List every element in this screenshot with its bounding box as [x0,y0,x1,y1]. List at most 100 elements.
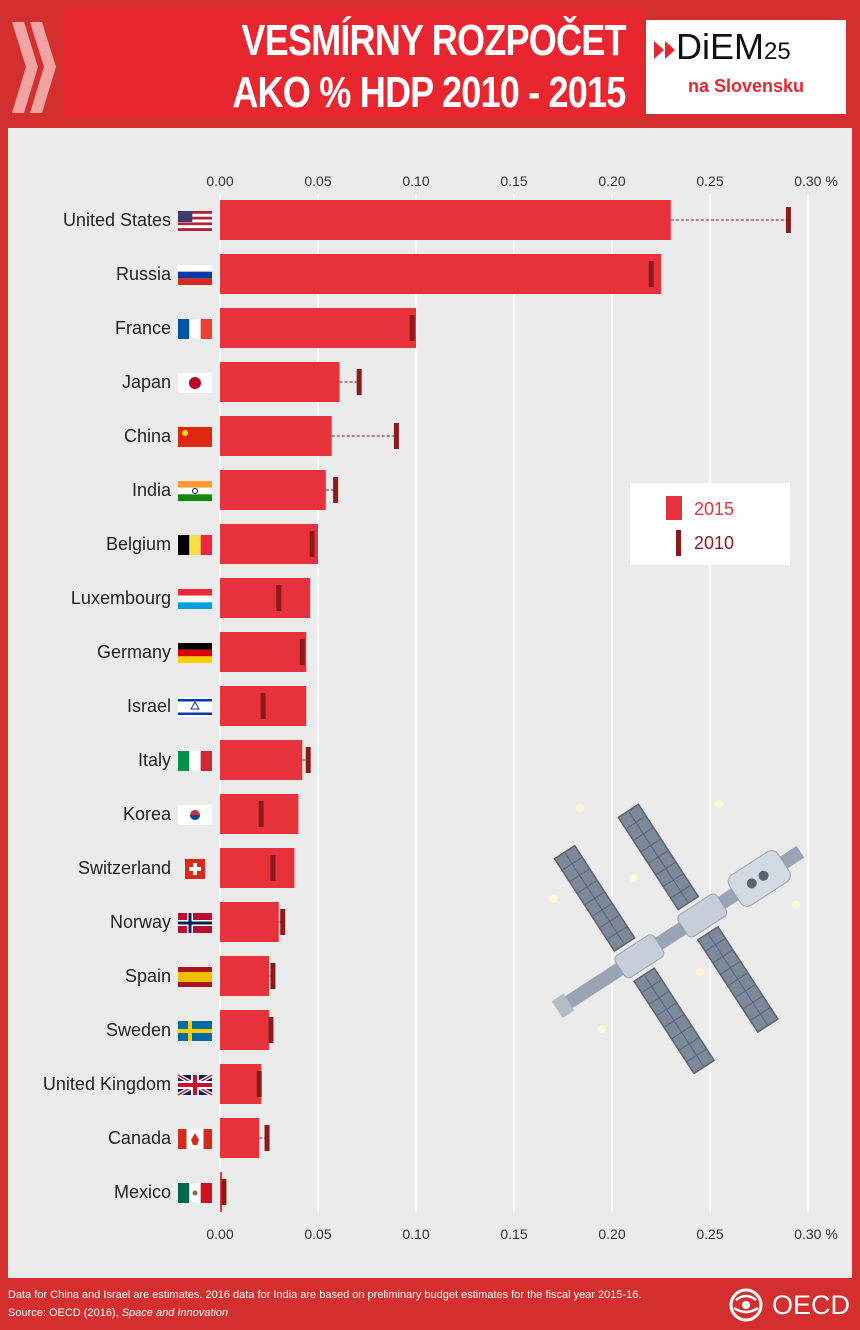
star-icon [792,901,800,909]
norway-flag-icon [178,913,212,933]
category-label: Mexico [114,1182,171,1202]
star-icon [715,800,723,808]
oecd-globe-icon [729,1288,763,1322]
legend: 2015 2010 [630,483,790,565]
page-title-line-2: AKO % HDP 2010 - 2015 [232,68,627,117]
category-label: France [115,318,171,338]
oecd-logo: OECD [728,1288,852,1322]
legend-box [630,483,790,565]
tick-label-top: 0.10 [402,173,429,189]
mexico-flag-icon [178,1183,212,1203]
switzerland-flag-icon [185,859,205,879]
tick-label-bottom: 0.00 [206,1226,233,1242]
tick-label-bottom: 0.20 [598,1226,625,1242]
bar-chart: 0.00 0.00 0.05 0.05 0.10 0.10 0.15 0.15 0.20 0.20… [43,173,838,1242]
tick-label-top: 0.20 [598,173,625,189]
marker-2010 [221,1179,227,1205]
bar-2015 [220,632,307,672]
diem25-logo: DiEM25 na Slovensku [646,20,846,114]
chevrons-icon [12,22,56,113]
marker-2010 [305,747,311,773]
canada-flag-icon [178,1129,212,1149]
footnote: Data for China and Israel are estimates.… [8,1289,642,1301]
star-icon [630,874,638,882]
logo-arrows-icon [654,41,675,59]
bar-2015 [220,362,340,402]
star-icon [696,968,704,976]
luxembourg-flag-icon [178,589,212,609]
title-box: VESMÍRNY ROZPOČET AKO % HDP 2010 - 2015 [64,8,644,118]
category-label: Belgium [106,534,171,554]
marker-2010 [258,801,264,827]
category-label: United States [63,210,171,230]
china-flag-icon [178,427,212,447]
marker-2010 [264,1125,270,1151]
us-flag-icon [178,211,212,231]
marker-2010 [356,369,362,395]
space-station-icon [551,803,805,1075]
marker-2010 [785,207,791,233]
germany-flag-icon [178,643,212,663]
israel-flag-icon [178,697,212,717]
marker-2010 [648,261,654,287]
bar-2015 [220,902,279,942]
marker-2010 [270,855,276,881]
marker-2010 [270,963,276,989]
category-label: Sweden [106,1020,171,1040]
category-label: Germany [97,642,171,662]
tick-label-top: 0.15 [500,173,527,189]
bar-2015 [220,524,318,564]
india-flag-icon [178,481,212,501]
source-line: Source: OECD (2016), Space and Innovatio… [8,1307,228,1319]
bar-2015 [220,1172,222,1212]
legend-swatch-2015 [666,496,682,520]
star-icon [576,804,584,812]
tick-label-top: 0.00 [206,173,233,189]
category-label: China [124,426,172,446]
chart-panel: 0.00 0.00 0.05 0.05 0.10 0.10 0.15 0.15 0.20 0.20… [8,128,852,1278]
category-label: Spain [125,966,171,986]
bar-2015 [220,1118,260,1158]
sweden-flag-icon [178,1021,212,1041]
bar-2015 [220,470,326,510]
tick-label-bottom: 0.30 % [794,1226,838,1242]
legend-label-2015: 2015 [694,499,734,519]
legend-label-2010: 2010 [694,533,734,553]
bar-2015 [220,308,416,348]
bar-2015 [220,1064,262,1104]
logo-main-text: DiEM25 [676,26,791,68]
marker-2010 [276,585,282,611]
italy-flag-icon [178,751,212,771]
marker-2010 [256,1071,262,1097]
russia-flag-icon [178,265,212,285]
tick-label-bottom: 0.15 [500,1226,527,1242]
category-label: Japan [122,372,171,392]
marker-2010 [409,315,415,341]
category-label: Norway [110,912,171,932]
bar-2015 [220,200,671,240]
page-title-line-1: VESMÍRNY ROZPOČET [241,16,627,65]
uk-flag-icon [176,1073,214,1097]
bar-2015 [220,416,332,456]
marker-2010 [393,423,399,449]
bar-2015 [220,1010,269,1050]
category-label: Israel [127,696,171,716]
category-label: Italy [138,750,171,770]
marker-2010 [260,693,266,719]
logo-subtitle: na Slovensku [687,76,805,96]
tick-label-top: 0.05 [304,173,331,189]
category-label: Luxembourg [71,588,171,608]
marker-2010 [309,531,315,557]
tick-label-bottom: 0.05 [304,1226,331,1242]
tick-label-bottom: 0.10 [402,1226,429,1242]
bar-2015 [220,254,661,294]
logo-number: 25 [764,38,791,65]
category-label: Russia [116,264,172,284]
category-label: Canada [108,1128,172,1148]
korea-flag-icon [178,805,212,825]
oecd-text: OECD [772,1290,851,1320]
tick-label-top: 0.30 % [794,173,838,189]
footer: Data for China and Israel are estimates.… [0,1280,860,1330]
bar-2015 [220,578,311,618]
